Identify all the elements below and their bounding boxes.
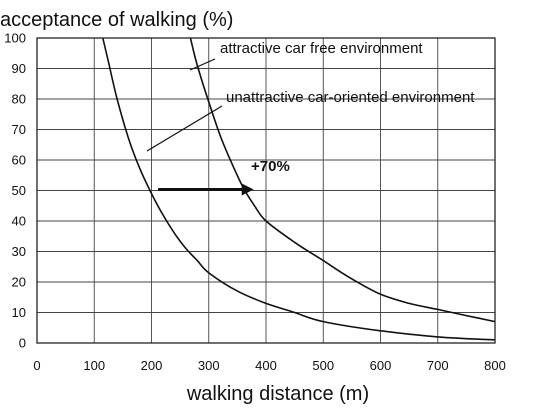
series-label-unattractive: unattractive car-oriented environment [226, 89, 475, 106]
x-tick-label: 800 [484, 358, 506, 373]
y-tick-label: 40 [12, 214, 26, 229]
x-tick-label: 600 [370, 358, 392, 373]
y-tick-label: 100 [4, 31, 26, 46]
x-axis-label: walking distance (m) [186, 383, 369, 405]
y-tick-label: 90 [12, 61, 26, 76]
x-tick-label: 700 [427, 358, 449, 373]
increase-arrow-head [241, 183, 254, 196]
y-tick-label: 70 [12, 122, 26, 137]
x-tick-label: 200 [141, 358, 163, 373]
y-tick-label: 10 [12, 305, 26, 320]
series-label-attractive-leader [189, 58, 216, 71]
annotations: +70% [158, 158, 290, 196]
unattractive-car-oriented-curve [102, 37, 496, 341]
plot-frame [36, 37, 496, 344]
x-tick-label: 0 [33, 358, 40, 373]
x-tick-label: 100 [83, 358, 105, 373]
increase-annotation-label: +70% [251, 158, 290, 175]
y-tick-label: 0 [19, 336, 26, 351]
chart-title: acceptance of walking (%) [0, 9, 233, 31]
series-labels: attractive car free environment unattract… [146, 40, 475, 152]
attractive-car-free-curve [189, 37, 496, 323]
y-tick-label: 80 [12, 92, 26, 107]
series-label-unattractive-leader [146, 105, 223, 152]
y-tick-label: 50 [12, 183, 26, 198]
series-label-attractive: attractive car free environment [220, 40, 423, 57]
y-tick-label: 30 [12, 244, 26, 259]
grid-lines [36, 37, 496, 344]
x-tick-label: 300 [198, 358, 220, 373]
y-tick-label: 20 [12, 275, 26, 290]
x-tick-label: 500 [312, 358, 334, 373]
series-lines [102, 37, 496, 341]
y-tick-label: 60 [12, 153, 26, 168]
x-tick-label: 400 [255, 358, 277, 373]
tick-labels: 0 100 200 300 400 500 600 700 800 0 10 20 30 40 50 60 70… [4, 31, 506, 374]
